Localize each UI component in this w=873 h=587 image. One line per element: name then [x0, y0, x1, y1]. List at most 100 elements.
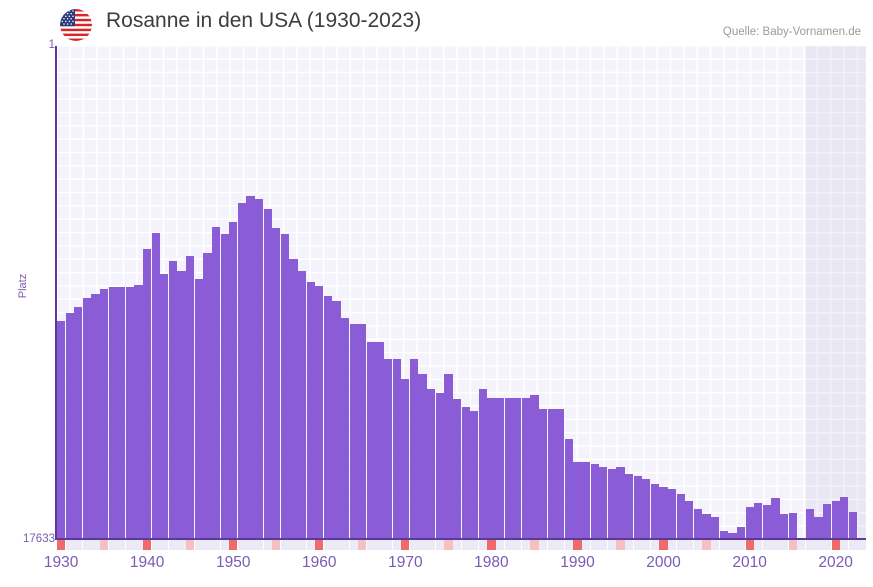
x-axis-label-1940: 1940: [129, 554, 165, 571]
bar-2011[interactable]: [754, 503, 763, 539]
bar-2003[interactable]: [685, 501, 694, 539]
bar-1932[interactable]: [74, 307, 83, 539]
bar-2019[interactable]: [822, 504, 832, 539]
bar-1985[interactable]: [530, 395, 539, 539]
x-axis-label-1950: 1950: [215, 554, 251, 571]
x-tick-1940: [143, 540, 152, 550]
bar-1963[interactable]: [341, 318, 350, 539]
bar-1990[interactable]: [573, 462, 582, 539]
bar-1982[interactable]: [504, 398, 513, 539]
bar-1974[interactable]: [435, 393, 444, 539]
bar-1961[interactable]: [323, 296, 333, 539]
bar-1949[interactable]: [220, 234, 229, 539]
bar-1991[interactable]: [581, 462, 591, 539]
bar-1995[interactable]: [616, 467, 625, 539]
bar-2000[interactable]: [659, 487, 668, 539]
bar-1931[interactable]: [65, 313, 74, 539]
bar-2002[interactable]: [676, 494, 685, 539]
bar-1943[interactable]: [168, 261, 178, 539]
bar-1971[interactable]: [409, 359, 419, 539]
bar-1980[interactable]: [487, 398, 496, 539]
bar-1989[interactable]: [564, 439, 573, 539]
bar-2005[interactable]: [702, 514, 711, 539]
bar-1946[interactable]: [194, 279, 203, 539]
bar-1953[interactable]: [254, 199, 264, 539]
bar-1993[interactable]: [599, 467, 608, 539]
bar-1930[interactable]: [57, 321, 66, 539]
bar-1979[interactable]: [478, 389, 487, 539]
bar-1967[interactable]: [375, 342, 384, 539]
bar-1956[interactable]: [280, 234, 289, 539]
bar-1934[interactable]: [91, 294, 100, 539]
bar-1996[interactable]: [625, 474, 634, 539]
bar-1992[interactable]: [590, 464, 599, 539]
bar-2017[interactable]: [805, 509, 814, 539]
bar-1954[interactable]: [263, 209, 272, 539]
bar-1972[interactable]: [418, 374, 427, 539]
bar-1940[interactable]: [143, 249, 152, 539]
bar-1933[interactable]: [82, 298, 92, 539]
bar-1999[interactable]: [650, 484, 660, 539]
bar-2006[interactable]: [711, 517, 720, 539]
bar-1968[interactable]: [384, 359, 393, 539]
bar-2004[interactable]: [693, 509, 703, 539]
bar-1973[interactable]: [427, 389, 436, 539]
y-axis-tick-bottom: 17633: [23, 533, 55, 545]
bar-1962[interactable]: [332, 301, 341, 539]
bar-2018[interactable]: [814, 517, 823, 539]
bar-1935[interactable]: [100, 289, 109, 539]
bar-1983[interactable]: [513, 398, 522, 539]
bar-1958[interactable]: [297, 271, 307, 539]
bar-1951[interactable]: [237, 203, 246, 539]
x-tick-1953: [254, 540, 264, 550]
bar-1988[interactable]: [556, 409, 565, 539]
bar-2001[interactable]: [668, 489, 677, 539]
bar-1941[interactable]: [151, 233, 160, 539]
bar-1994[interactable]: [607, 469, 617, 539]
bar-2010[interactable]: [745, 507, 754, 539]
bar-1964[interactable]: [349, 324, 358, 539]
bar-1938[interactable]: [125, 287, 135, 539]
bar-2020[interactable]: [831, 501, 840, 539]
x-tick-1955: [272, 540, 281, 550]
bar-2013[interactable]: [771, 498, 780, 539]
x-axis-label-2000: 2000: [646, 554, 681, 571]
bar-1947[interactable]: [203, 253, 212, 539]
bar-1939[interactable]: [134, 285, 143, 539]
bar-1952[interactable]: [246, 196, 255, 539]
bar-1936[interactable]: [108, 287, 117, 539]
bar-1998[interactable]: [642, 479, 651, 539]
bar-1944[interactable]: [177, 271, 186, 539]
x-tick-2006: [711, 540, 720, 550]
bar-1955[interactable]: [272, 228, 281, 539]
bar-1960[interactable]: [315, 286, 324, 539]
bar-2008[interactable]: [728, 533, 737, 539]
bar-1997[interactable]: [633, 476, 642, 539]
bar-1986[interactable]: [538, 409, 548, 539]
bar-2009[interactable]: [736, 527, 746, 539]
bar-1942[interactable]: [160, 274, 169, 539]
bar-1976[interactable]: [452, 399, 462, 539]
bar-1950[interactable]: [229, 222, 238, 539]
bar-1987[interactable]: [547, 409, 556, 539]
bar-1977[interactable]: [461, 407, 470, 539]
bar-1984[interactable]: [521, 398, 530, 539]
bar-1948[interactable]: [211, 227, 221, 539]
bar-1981[interactable]: [495, 398, 505, 539]
bar-1957[interactable]: [289, 259, 298, 539]
bar-1959[interactable]: [306, 282, 315, 539]
bar-1966[interactable]: [366, 342, 376, 539]
bar-1969[interactable]: [392, 359, 401, 539]
bar-1978[interactable]: [470, 411, 479, 539]
bar-1937[interactable]: [117, 287, 126, 539]
bar-1970[interactable]: [401, 379, 410, 539]
bar-2014[interactable]: [779, 514, 789, 539]
bar-1975[interactable]: [444, 374, 453, 539]
bar-1965[interactable]: [358, 324, 367, 539]
bar-2022[interactable]: [848, 512, 857, 539]
bar-2021[interactable]: [840, 497, 849, 539]
bar-2007[interactable]: [719, 531, 728, 539]
bar-1945[interactable]: [186, 256, 195, 539]
bar-2012[interactable]: [762, 505, 771, 539]
bar-2015[interactable]: [788, 513, 797, 539]
